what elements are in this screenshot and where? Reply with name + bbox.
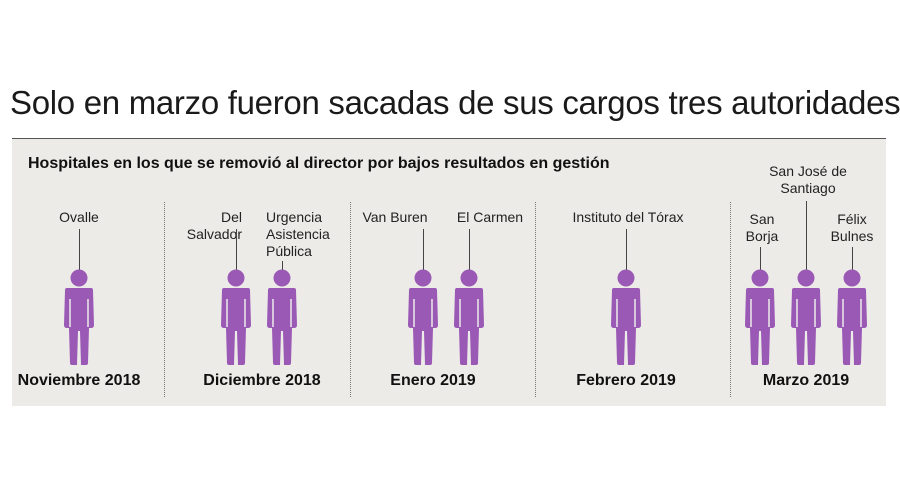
person-icon — [220, 269, 252, 365]
person-icon — [63, 269, 95, 365]
hospital-label-el-carmen: El Carmen — [456, 209, 524, 225]
page-title: Solo en marzo fueron sacadas de sus carg… — [10, 84, 900, 121]
month-divider — [730, 202, 731, 397]
leader-line — [423, 229, 424, 271]
hospital-label-urgencia: Urgencia Asistencia Pública — [266, 209, 330, 259]
month-divider — [164, 202, 165, 397]
person-icon — [610, 269, 642, 365]
person-icon — [266, 269, 298, 365]
hospital-label-felix-bulnes: Félix Bulnes — [830, 211, 874, 244]
month-divider — [350, 202, 351, 397]
leader-line — [79, 229, 80, 271]
infographic-panel: Hospitales en los que se removió al dire… — [12, 138, 886, 406]
hospital-label-instituto-torax: Instituto del Tórax — [572, 209, 684, 225]
leader-line — [469, 229, 470, 271]
hospital-label-del-salvador: Del Salvador — [186, 209, 242, 242]
leader-line — [236, 229, 237, 271]
person-icon — [836, 269, 868, 365]
leader-line — [852, 247, 853, 271]
leader-line — [282, 261, 283, 271]
month-label-noviembre-2018: Noviembre 2018 — [17, 372, 141, 389]
hospital-label-san-jose: San José de Santiago — [769, 163, 847, 196]
leader-line — [760, 247, 761, 271]
month-label-marzo-2019: Marzo 2019 — [762, 372, 850, 389]
hospital-label-san-borja: San Borja — [745, 211, 779, 244]
person-icon — [453, 269, 485, 365]
month-label-febrero-2019: Febrero 2019 — [576, 372, 676, 389]
subtitle: Hospitales en los que se removió al dire… — [28, 155, 610, 172]
leader-line — [626, 229, 627, 271]
month-divider — [535, 202, 536, 397]
hospital-label-ovalle: Ovalle — [59, 209, 99, 225]
month-label-enero-2019: Enero 2019 — [390, 372, 476, 389]
month-label-diciembre-2018: Diciembre 2018 — [203, 372, 321, 389]
person-icon — [407, 269, 439, 365]
leader-line — [806, 201, 807, 271]
person-icon — [790, 269, 822, 365]
hospital-label-van-buren: Van Buren — [362, 209, 428, 225]
person-icon — [744, 269, 776, 365]
